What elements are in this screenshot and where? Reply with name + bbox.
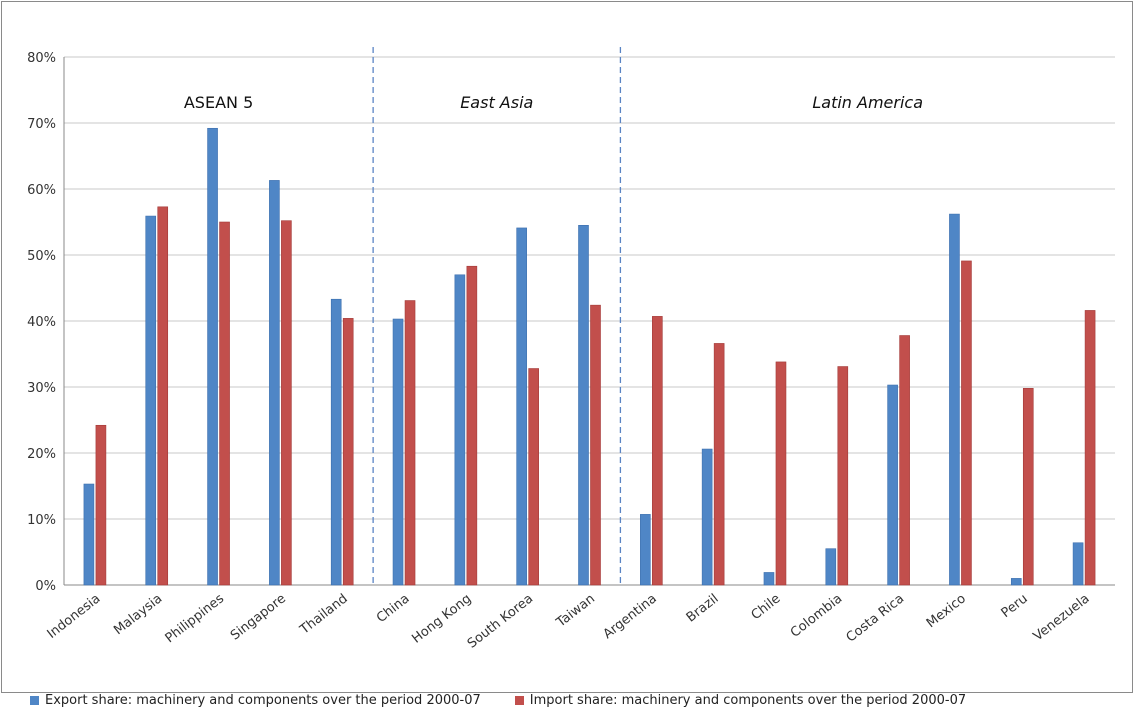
- legend-label-export: Export share: machinery and components o…: [45, 693, 481, 708]
- y-tick-label: 30%: [27, 381, 56, 396]
- bar-import: [1084, 310, 1096, 586]
- bar-import: [775, 361, 787, 586]
- bar-export: [516, 227, 527, 586]
- legend-item-export: Export share: machinery and components o…: [30, 693, 481, 708]
- bar-import: [95, 424, 107, 586]
- x-category-label: South Korea: [465, 591, 536, 651]
- bar-import: [404, 300, 416, 586]
- bar-export: [392, 318, 404, 586]
- y-tick-label: 40%: [27, 315, 56, 330]
- bar-export: [640, 514, 651, 586]
- bar-import: [837, 366, 849, 586]
- x-category-label: Chile: [749, 591, 784, 623]
- y-tick-label: 20%: [27, 447, 56, 462]
- bar-import: [590, 304, 601, 586]
- x-category-label: Mexico: [924, 591, 969, 631]
- legend-label-import: Import share: machinery and components o…: [529, 693, 967, 708]
- bar-export: [330, 298, 342, 586]
- x-category-label: Venezuela: [1031, 591, 1093, 644]
- bar-export: [578, 225, 589, 586]
- x-category-label: China: [374, 591, 413, 626]
- bar-export: [454, 274, 466, 586]
- x-category-label: Argentina: [601, 591, 660, 642]
- legend-swatch-import: [514, 696, 524, 705]
- bar-import: [899, 335, 910, 586]
- x-category-label: Brazil: [684, 591, 722, 625]
- bar-import: [528, 368, 539, 586]
- bar-import: [281, 220, 292, 586]
- bar-export: [949, 213, 960, 586]
- x-category-label: Singapore: [228, 591, 289, 643]
- y-tick-label: 60%: [27, 183, 56, 198]
- bar-import: [961, 260, 972, 586]
- bar-import: [342, 318, 354, 586]
- x-category-label: Malaysia: [111, 591, 165, 638]
- region-label: Latin America: [812, 93, 923, 112]
- legend-item-import: Import share: machinery and components o…: [514, 693, 967, 708]
- x-category-label: Colombia: [788, 591, 845, 640]
- x-category-label: Indonesia: [45, 591, 104, 642]
- bar-export: [207, 127, 218, 586]
- bar-import: [157, 206, 169, 586]
- bar-export: [269, 180, 280, 586]
- chart-frame: 0% 10% 20% 30% 40% 50% 60% 70% 80% ASEAN 5 East As…: [1, 1, 1133, 693]
- bar-chart: 0% 10% 20% 30% 40% 50% 60% 70% 80% ASEAN 5 East As…: [27, 47, 1115, 652]
- y-tick-label: 70%: [27, 117, 56, 132]
- region-label: ASEAN 5: [184, 93, 253, 112]
- y-tick-label: 80%: [27, 51, 56, 66]
- x-category-label: Peru: [999, 591, 1031, 621]
- bar-export: [825, 548, 837, 586]
- bar-export: [763, 572, 775, 586]
- bar-import: [219, 221, 230, 586]
- bar-export: [1072, 542, 1084, 586]
- bar-import: [1022, 388, 1034, 586]
- y-tick-label: 0%: [35, 579, 56, 594]
- bar-import: [466, 265, 478, 586]
- bar-export: [1010, 578, 1022, 586]
- legend-swatch-export: [30, 696, 39, 705]
- bar-import: [652, 316, 663, 586]
- x-category-label: Costa Rica: [844, 591, 907, 645]
- bar-export: [83, 483, 95, 586]
- x-category-label: Taiwan: [553, 591, 598, 631]
- y-tick-label: 50%: [27, 249, 56, 264]
- y-tick-label: 10%: [27, 513, 56, 528]
- x-category-label: Hong Kong: [409, 591, 474, 646]
- bar-export: [145, 215, 157, 586]
- region-label: East Asia: [460, 93, 533, 112]
- bar-export: [701, 448, 713, 586]
- x-category-label: Thailand: [297, 591, 351, 638]
- bar-export: [887, 384, 898, 586]
- x-category-label: Philippines: [163, 591, 228, 646]
- legend: Export share: machinery and components o…: [30, 693, 966, 708]
- bar-import: [713, 343, 725, 586]
